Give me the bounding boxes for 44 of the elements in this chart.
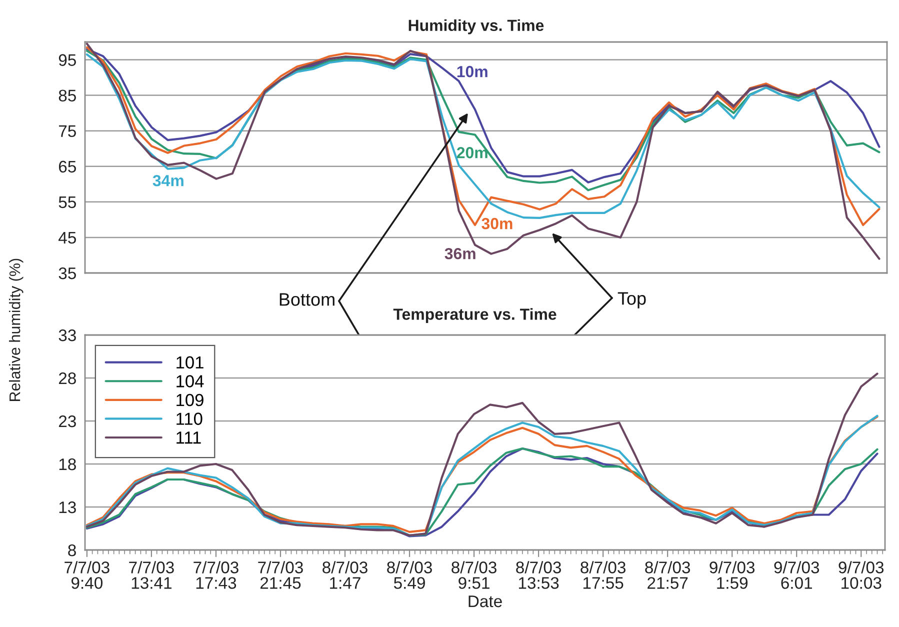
y-tick-label: 18 xyxy=(59,458,76,470)
series-label: 34m xyxy=(152,174,184,186)
x-tick-label: 7/7/03 17:43 xyxy=(194,561,238,589)
y-tick-label: 8 xyxy=(68,544,76,556)
legend-label: 110 xyxy=(176,412,202,425)
x-tick-label: 8/7/03 13:53 xyxy=(516,561,561,589)
x-axis-title: Date xyxy=(468,596,502,608)
x-tick-label: 8/7/03 1:47 xyxy=(322,561,368,589)
legend-label: 101 xyxy=(176,356,204,369)
x-tick-label: 9/7/03 1:59 xyxy=(710,561,755,589)
text: Bottom xyxy=(280,293,334,306)
y-tick-label: 45 xyxy=(58,232,76,244)
x-tick-label: 8/7/03 9:51 xyxy=(452,561,496,589)
y-tick-label: 28 xyxy=(58,372,76,384)
y-tick-label: 35 xyxy=(58,267,76,280)
x-tick-label: 9/7/03 6:01 xyxy=(774,561,820,589)
y-tick-label: 55 xyxy=(58,196,76,208)
chart-title: Temperature vs. Time xyxy=(393,308,556,324)
line-series xyxy=(86,372,878,536)
x-tick-label: 8/7/03 17:55 xyxy=(580,561,626,589)
legend-label: 111 xyxy=(176,432,201,444)
x-tick-label: 8/7/03 5:49 xyxy=(387,561,432,589)
y-axis-title: Relative humidity (%) xyxy=(9,258,24,401)
y-tick-label: 23 xyxy=(58,415,76,428)
line-series xyxy=(86,42,880,260)
series-label: 20m xyxy=(456,147,488,158)
x-tick-label: 7/7/03 21:45 xyxy=(258,561,303,589)
series-label: 30m xyxy=(482,218,512,230)
y-tick-label: 75 xyxy=(58,125,76,138)
y-tick-label: 95 xyxy=(58,54,76,66)
legend-label: 109 xyxy=(176,394,204,406)
y-tick-label: 33 xyxy=(58,329,76,342)
x-tick-label: 9/7/03 10:03 xyxy=(838,561,884,589)
series-label: 10m xyxy=(457,66,488,78)
x-tick-label: 8/7/03 21:57 xyxy=(645,561,690,589)
legend-label: 104 xyxy=(176,375,204,388)
y-tick-label: 85 xyxy=(58,90,76,102)
text: Top xyxy=(618,292,646,308)
x-tick-label: 7/7/03 9:40 xyxy=(64,561,110,589)
x-tick-label: 7/7/03 13:41 xyxy=(129,561,174,589)
y-tick-label: 13 xyxy=(59,501,76,514)
series-label: 36m xyxy=(444,248,476,260)
chart-title: Humidity vs. Time xyxy=(408,19,544,34)
y-tick-label: 65 xyxy=(58,160,76,173)
